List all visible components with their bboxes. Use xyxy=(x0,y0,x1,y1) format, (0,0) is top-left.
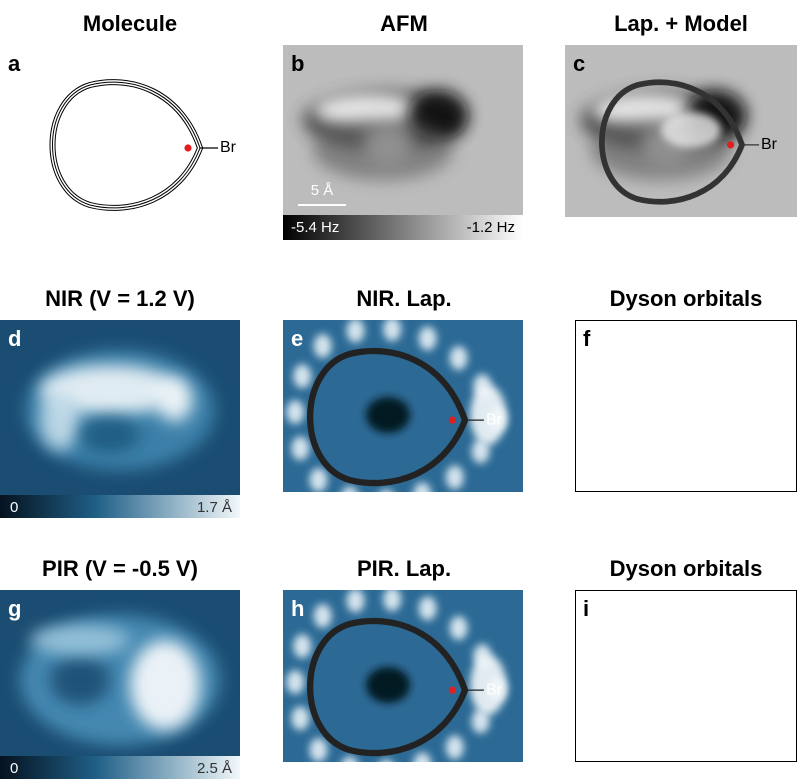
panel-letter: e xyxy=(291,326,303,351)
panel-letter: c xyxy=(573,51,585,76)
blob xyxy=(309,738,327,762)
panel-letter: d xyxy=(8,326,21,351)
red-atom xyxy=(449,417,456,424)
panel-title: NIR (V = 1.2 V) xyxy=(45,286,195,311)
br-label: Br xyxy=(486,681,503,698)
panel-title: AFM xyxy=(380,11,428,36)
panel: Dyson orbitals i xyxy=(576,556,797,768)
panel-letter: b xyxy=(291,51,304,76)
blob xyxy=(80,417,140,453)
blob xyxy=(419,596,437,620)
colorbar-min: 0 xyxy=(10,760,18,777)
blob xyxy=(347,589,365,613)
carbon-ring-gap xyxy=(53,82,201,208)
panel: AFM -5.4 Hz -1.2 Hz 5 Å b xyxy=(283,11,523,240)
blob xyxy=(341,486,359,510)
carbon-ring-inner xyxy=(53,82,201,208)
blob xyxy=(286,670,304,694)
blob xyxy=(383,587,401,611)
blob xyxy=(314,334,332,358)
blob xyxy=(413,482,431,506)
panel-title: PIR. Lap. xyxy=(357,556,451,581)
panel: Lap. + Model Br c xyxy=(565,11,797,217)
blob xyxy=(314,604,332,628)
image xyxy=(0,320,240,518)
blob xyxy=(450,616,468,640)
panel: NIR. Lap. Br e xyxy=(283,286,523,514)
colorbar-max: -1.2 Hz xyxy=(467,219,515,236)
blob xyxy=(366,667,410,703)
br-label: Br xyxy=(486,411,503,428)
blob xyxy=(661,112,721,148)
panel: Dyson orbitals f xyxy=(576,286,797,498)
panel: PIR. Lap. Br h xyxy=(283,556,523,779)
figure: Molecule Br a AFM -5.4 Hz -1.2 Hz 5 Å b Lap. + M… xyxy=(0,0,797,779)
colorbar-min: 0 xyxy=(10,499,18,516)
panel-title: Molecule xyxy=(83,11,177,36)
blob xyxy=(40,390,80,450)
image xyxy=(0,590,240,779)
colorbar-min: -5.4 Hz xyxy=(291,219,339,236)
blob xyxy=(377,759,395,779)
blob xyxy=(286,400,304,424)
blob xyxy=(446,465,464,489)
blob xyxy=(293,634,311,658)
panel-letter: f xyxy=(583,326,591,351)
panel-title: Dyson orbitals xyxy=(610,556,763,581)
panel: NIR (V = 1.2 V) 0 1.7 Å d xyxy=(0,286,240,518)
blob xyxy=(347,319,365,343)
panel-letter: g xyxy=(8,596,21,621)
image xyxy=(283,45,523,240)
panel-letter: h xyxy=(291,596,304,621)
blob xyxy=(50,655,110,705)
scale-bar-label: 5 Å xyxy=(311,182,334,199)
panel-letter: a xyxy=(8,51,21,76)
panel: Molecule Br a xyxy=(8,11,237,208)
blob xyxy=(313,120,453,180)
blob xyxy=(291,436,309,460)
panel-title: Dyson orbitals xyxy=(610,286,763,311)
red-atom xyxy=(449,687,456,694)
colorbar-max: 1.7 Å xyxy=(197,499,232,516)
frame xyxy=(576,321,797,492)
blob xyxy=(309,468,327,492)
blob xyxy=(383,317,401,341)
blob xyxy=(293,364,311,388)
molecule-model xyxy=(53,82,219,208)
red-atom xyxy=(727,141,734,148)
blob xyxy=(413,752,431,776)
blob xyxy=(157,378,193,422)
frame xyxy=(576,591,797,762)
blob xyxy=(377,489,395,513)
blob xyxy=(291,706,309,730)
blob xyxy=(30,625,130,655)
panel-title: NIR. Lap. xyxy=(356,286,451,311)
carbon-ring xyxy=(53,82,201,208)
panel-title: PIR (V = -0.5 V) xyxy=(42,556,198,581)
br-label: Br xyxy=(761,136,778,153)
blob xyxy=(419,326,437,350)
red-atom xyxy=(184,144,191,151)
br-label: Br xyxy=(220,139,237,156)
colorbar-max: 2.5 Å xyxy=(197,760,232,777)
blob xyxy=(450,346,468,370)
blob xyxy=(446,735,464,759)
panel: PIR (V = -0.5 V) 0 2.5 Å g xyxy=(0,556,240,779)
panel-letter: i xyxy=(583,596,589,621)
blob xyxy=(130,640,200,730)
panel-title: Lap. + Model xyxy=(614,11,748,36)
blob xyxy=(366,397,410,433)
